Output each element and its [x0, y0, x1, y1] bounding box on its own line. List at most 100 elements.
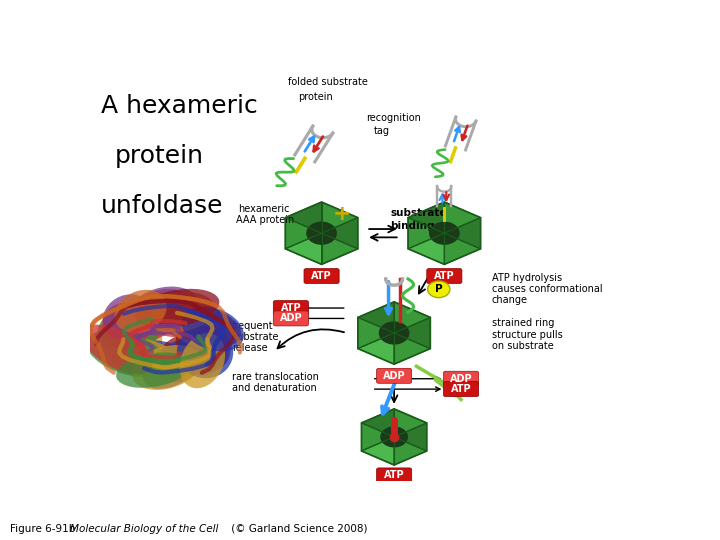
Ellipse shape [177, 326, 233, 378]
Polygon shape [361, 409, 394, 432]
Polygon shape [334, 218, 358, 249]
Text: ADP: ADP [450, 374, 472, 384]
Text: ADP: ADP [279, 313, 302, 323]
Text: ATP: ATP [311, 271, 332, 281]
Text: frequent: frequent [233, 321, 274, 330]
Text: protein: protein [298, 92, 333, 102]
Text: (© Garland Science 2008): (© Garland Science 2008) [228, 523, 368, 534]
Text: ATP: ATP [384, 470, 405, 481]
Text: A hexameric: A hexameric [101, 94, 258, 118]
Ellipse shape [153, 302, 233, 341]
Text: binding: binding [390, 221, 435, 231]
Text: strained ring: strained ring [492, 319, 554, 328]
Text: folded substrate: folded substrate [288, 77, 368, 87]
Text: recognition: recognition [366, 113, 421, 123]
Polygon shape [285, 239, 322, 265]
Polygon shape [408, 218, 432, 249]
Circle shape [381, 427, 408, 447]
Polygon shape [407, 318, 431, 349]
Ellipse shape [144, 304, 219, 338]
Polygon shape [457, 218, 480, 249]
Ellipse shape [98, 337, 179, 377]
FancyBboxPatch shape [427, 268, 462, 284]
Polygon shape [322, 202, 358, 228]
Polygon shape [358, 318, 382, 349]
Ellipse shape [176, 320, 230, 372]
Text: change: change [492, 295, 528, 305]
Text: +: + [333, 204, 351, 224]
Ellipse shape [98, 309, 158, 356]
Polygon shape [408, 202, 444, 228]
Text: AAA protein: AAA protein [236, 215, 294, 225]
Ellipse shape [122, 295, 176, 346]
Polygon shape [358, 302, 394, 328]
Polygon shape [408, 239, 444, 265]
Ellipse shape [166, 303, 241, 347]
Text: and denaturation: and denaturation [233, 383, 317, 393]
Text: Molecular Biology of the Cell: Molecular Biology of the Cell [70, 523, 218, 534]
Text: substrate: substrate [390, 208, 446, 218]
Ellipse shape [140, 292, 215, 333]
Text: causes conformational: causes conformational [492, 284, 603, 294]
Polygon shape [444, 202, 480, 228]
FancyBboxPatch shape [304, 268, 339, 284]
Ellipse shape [112, 340, 186, 375]
Text: release: release [233, 343, 268, 353]
Text: ADP: ADP [383, 371, 405, 381]
Text: rare translocation: rare translocation [233, 372, 319, 382]
Ellipse shape [102, 315, 162, 363]
Text: on substrate: on substrate [492, 341, 554, 351]
Ellipse shape [171, 312, 226, 367]
Ellipse shape [182, 307, 244, 352]
FancyBboxPatch shape [274, 311, 308, 326]
Circle shape [428, 281, 450, 298]
Text: ATP hydrolysis: ATP hydrolysis [492, 273, 562, 283]
Text: structure pulls: structure pulls [492, 329, 562, 340]
Circle shape [430, 222, 459, 244]
Text: tag: tag [374, 126, 390, 136]
Ellipse shape [135, 289, 220, 328]
Polygon shape [285, 218, 309, 249]
Text: protein: protein [115, 144, 204, 168]
Polygon shape [444, 239, 480, 265]
Ellipse shape [174, 316, 220, 376]
Circle shape [379, 322, 409, 344]
Text: ATP: ATP [451, 384, 472, 394]
Text: unfoldase: unfoldase [101, 194, 224, 218]
Polygon shape [394, 409, 427, 432]
Ellipse shape [153, 333, 210, 382]
Ellipse shape [132, 345, 202, 390]
Polygon shape [394, 442, 427, 465]
Polygon shape [285, 202, 322, 228]
Polygon shape [358, 339, 394, 364]
Ellipse shape [102, 303, 150, 350]
Polygon shape [394, 302, 431, 328]
Polygon shape [394, 339, 431, 364]
Polygon shape [405, 423, 427, 451]
Text: P: P [435, 285, 443, 294]
Text: Figure 6-91b: Figure 6-91b [10, 523, 82, 534]
Ellipse shape [86, 330, 167, 377]
Ellipse shape [127, 287, 200, 335]
Text: ATP: ATP [281, 303, 301, 313]
Ellipse shape [119, 289, 189, 342]
Ellipse shape [103, 294, 154, 341]
Ellipse shape [143, 337, 210, 389]
Text: hexameric: hexameric [238, 204, 289, 214]
Polygon shape [361, 442, 394, 465]
Ellipse shape [114, 290, 166, 333]
FancyBboxPatch shape [377, 468, 412, 483]
FancyBboxPatch shape [444, 382, 479, 396]
Ellipse shape [179, 333, 225, 388]
Ellipse shape [116, 353, 191, 388]
FancyBboxPatch shape [274, 301, 308, 315]
Ellipse shape [166, 307, 233, 349]
Text: ATP: ATP [434, 271, 454, 281]
FancyBboxPatch shape [377, 368, 412, 383]
Circle shape [307, 222, 336, 244]
FancyBboxPatch shape [444, 371, 479, 386]
Text: substrate: substrate [233, 332, 279, 342]
Polygon shape [361, 423, 383, 451]
Polygon shape [322, 239, 358, 265]
Ellipse shape [82, 325, 153, 374]
